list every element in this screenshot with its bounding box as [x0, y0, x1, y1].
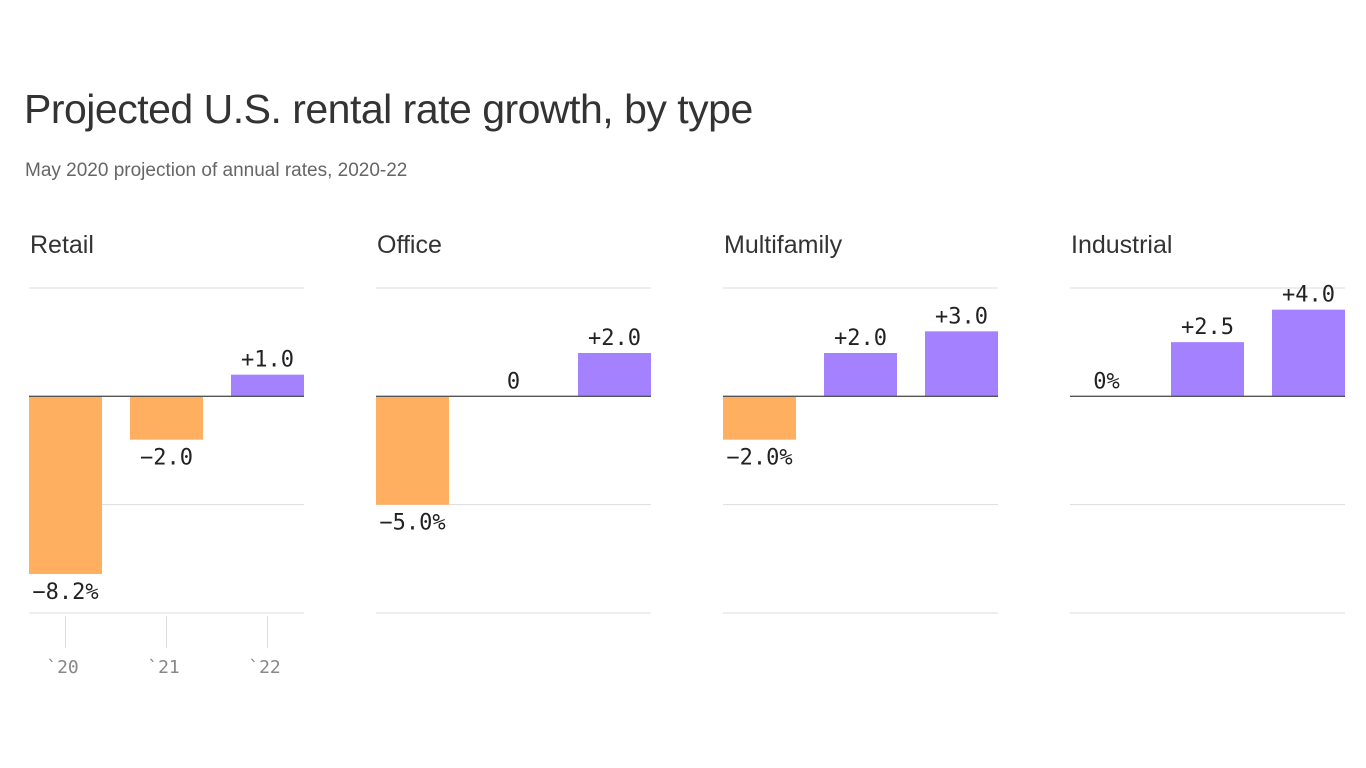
- data-label: −2.0%: [726, 446, 792, 471]
- data-label: 0: [507, 369, 520, 394]
- bar: [1171, 342, 1244, 397]
- panel-industrial: Industrial 0% +2.5 +4.0: [1070, 231, 1345, 614]
- bar: [29, 396, 102, 574]
- tick-label: `20: [46, 657, 79, 678]
- data-label: +1.0: [241, 348, 294, 373]
- panel-title: Multifamily: [724, 231, 843, 259]
- panel-multifamily: Multifamily −2.0% +2.0 +3.0: [723, 231, 998, 614]
- data-label: 0%: [1093, 369, 1120, 394]
- bar: [376, 396, 449, 505]
- bar: [723, 396, 796, 440]
- chart-subtitle: May 2020 projection of annual rates, 202…: [25, 160, 408, 181]
- panel-title: Industrial: [1071, 231, 1172, 259]
- bar: [231, 374, 304, 397]
- bar: [578, 353, 651, 397]
- panel-office: Office −5.0% 0 +2.0: [376, 231, 651, 614]
- bar: [1272, 309, 1345, 397]
- bar: [824, 353, 897, 397]
- data-label: +4.0: [1282, 283, 1335, 308]
- bar: [925, 331, 998, 397]
- data-label: +2.0: [834, 326, 887, 351]
- panel-retail: Retail −8.2% `20 −2.0 `21 +1.0 `22: [29, 231, 304, 678]
- tick-label: `22: [248, 657, 281, 678]
- data-label: +3.0: [935, 304, 988, 329]
- panel-title: Retail: [30, 231, 94, 259]
- tick-label: `21: [147, 657, 180, 678]
- data-label: −5.0%: [379, 511, 445, 536]
- data-label: −8.2%: [32, 580, 98, 605]
- panel-title: Office: [377, 231, 442, 259]
- data-label: +2.0: [588, 326, 641, 351]
- chart-title: Projected U.S. rental rate growth, by ty…: [24, 86, 753, 132]
- bar: [130, 396, 203, 440]
- data-label: −2.0: [140, 446, 193, 471]
- data-label: +2.5: [1181, 315, 1234, 340]
